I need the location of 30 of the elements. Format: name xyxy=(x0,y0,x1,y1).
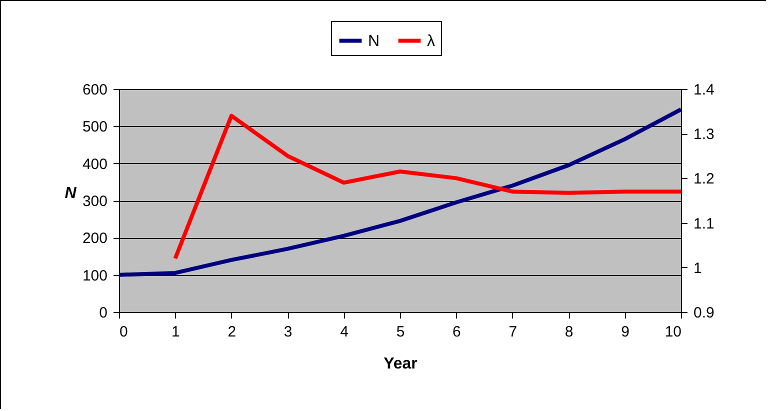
y-tick-label: 0 xyxy=(99,304,108,322)
x-tick-label: 8 xyxy=(564,324,574,340)
x-tick-label: 5 xyxy=(396,324,405,340)
x-tick-label: 9 xyxy=(621,324,630,340)
x-tick-label: 0 xyxy=(120,324,128,340)
x-tick-label: 7 xyxy=(508,324,518,340)
y-axis-title: N xyxy=(64,185,77,202)
x-tick-label: 1 xyxy=(172,324,180,340)
line-series xyxy=(173,114,683,260)
y-tick-label: 600 xyxy=(82,82,108,98)
x-tick-label: 4 xyxy=(340,324,348,340)
x-axis-title: Year xyxy=(384,356,418,372)
y2-tick-label: 1.2 xyxy=(694,170,714,188)
x-tick-label: 10 xyxy=(664,324,682,340)
y-tick-label: 200 xyxy=(82,230,108,248)
y2-tick-label: 1.3 xyxy=(694,126,714,144)
y2-tick-label: 0.9 xyxy=(694,304,714,322)
legend-label: N xyxy=(368,32,380,50)
legend-label: λ xyxy=(427,32,435,50)
y2-tick-label: 1.4 xyxy=(694,82,714,98)
y2-tick-label: 1.1 xyxy=(694,215,714,232)
x-tick-label: 2 xyxy=(228,324,236,340)
y-tick-label: 400 xyxy=(82,156,108,173)
y2-tick-label: 1 xyxy=(694,260,702,277)
x-tick-label: 6 xyxy=(452,324,461,340)
y-tick-label: 100 xyxy=(82,267,108,284)
x-tick-label: 3 xyxy=(284,324,292,340)
y-tick-label: 300 xyxy=(82,193,108,210)
line-series xyxy=(117,107,683,277)
y-tick-label: 500 xyxy=(82,118,108,136)
